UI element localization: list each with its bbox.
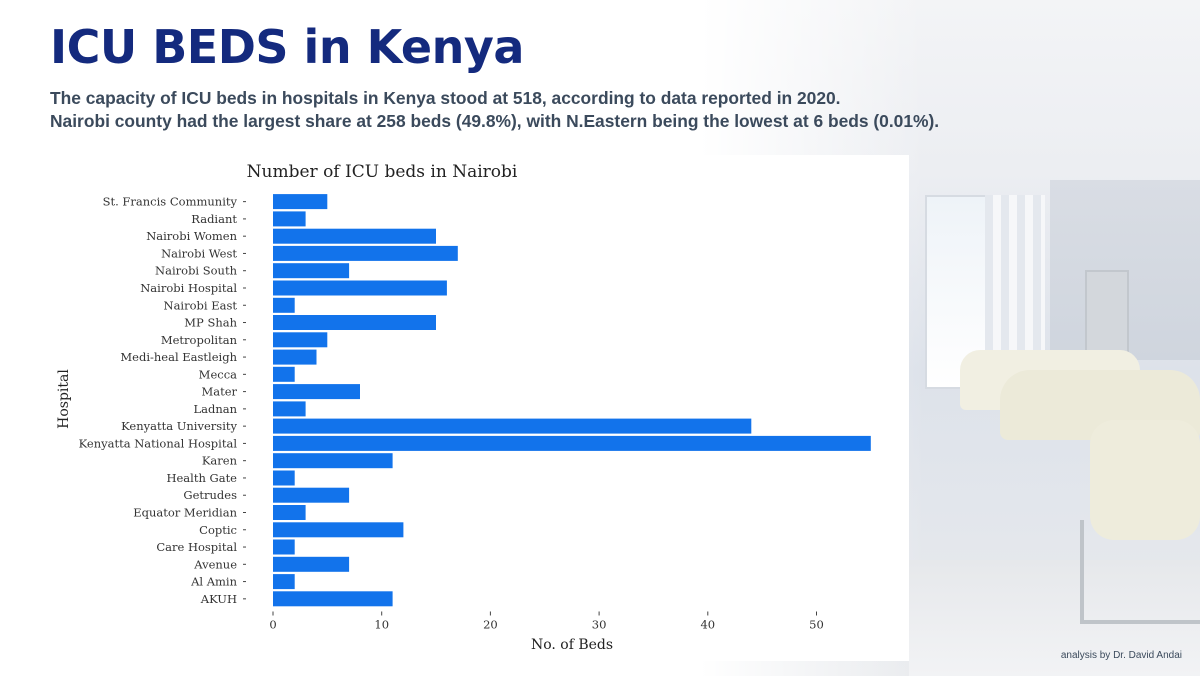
y-tick-label: Nairobi West (161, 246, 237, 260)
subtitle-line-2: Nairobi county had the largest share at … (50, 111, 940, 131)
bar (273, 194, 328, 210)
x-tick-label: 30 (592, 617, 607, 631)
bar (273, 315, 436, 330)
y-tick-label: Al Amin (190, 575, 238, 589)
y-tick-label: St. Francis Community (103, 195, 238, 209)
y-tick-label: Avenue (193, 557, 237, 571)
bar (273, 366, 295, 382)
y-tick-label: AKUH (200, 592, 237, 606)
y-tick-label: Medi-heal Eastleigh (120, 350, 237, 364)
x-tick-label: 20 (483, 617, 498, 631)
y-tick-label: Nairobi Women (146, 229, 237, 243)
background-bed-frame (1080, 520, 1200, 624)
bar (273, 574, 295, 590)
bar (273, 384, 360, 400)
bar (273, 556, 350, 572)
bar (273, 211, 306, 227)
y-tick-label: Kenyatta University (121, 419, 237, 433)
x-axis-label: No. of Beds (531, 637, 613, 653)
background-monitor-stand (1085, 270, 1129, 354)
x-tick-label: 10 (374, 617, 389, 631)
bar-chart: Number of ICU beds in Nairobi No. of Bed… (56, 162, 871, 653)
y-tick-label: Metropolitan (161, 333, 238, 347)
subtitle-line-1: The capacity of ICU beds in hospitals in… (50, 88, 841, 108)
bar (273, 401, 306, 417)
y-tick-label: Karen (202, 454, 238, 468)
background-floor (909, 560, 1200, 676)
plot-area: St. Francis Community Radiant Nairobi Wome… (79, 194, 871, 631)
y-tick-label: Nairobi Hospital (140, 281, 237, 295)
x-tick-label: 40 (700, 617, 715, 631)
bar (273, 418, 752, 434)
bar (273, 297, 295, 313)
bar (273, 470, 295, 486)
bar (273, 263, 350, 279)
y-tick-label: Getrudes (183, 488, 237, 502)
y-tick-label: Mecca (199, 367, 237, 381)
y-axis-label: Hospital (56, 369, 72, 429)
y-tick-label: Kenyatta National Hospital (79, 436, 238, 450)
credit-text: analysis by Dr. David Andai (1060, 650, 1182, 661)
y-tick-label: Radiant (191, 212, 237, 226)
y-tick-label: Coptic (199, 523, 237, 537)
y-tick-label: Ladnan (193, 402, 237, 416)
y-tick-label: MP Shah (184, 316, 237, 330)
bar (273, 453, 393, 469)
bar (273, 539, 295, 555)
chart-panel: Number of ICU beds in Nairobi No. of Bed… (50, 155, 909, 661)
bar (273, 280, 447, 296)
bar (273, 522, 404, 538)
bar (273, 332, 328, 348)
bar (273, 487, 350, 503)
bar (273, 228, 436, 244)
bar (273, 435, 871, 451)
y-tick-label: Nairobi South (155, 264, 238, 278)
bar (273, 349, 317, 365)
x-tick-label: 50 (809, 617, 824, 631)
bar (273, 591, 393, 607)
bar (273, 245, 458, 261)
page-title: ICU BEDS in Kenya (50, 20, 524, 74)
bar (273, 505, 306, 520)
chart-title: Number of ICU beds in Nairobi (247, 162, 518, 182)
y-tick-label: Nairobi East (164, 298, 238, 312)
y-tick-label: Equator Meridian (133, 505, 237, 519)
y-tick-label: Mater (201, 385, 237, 399)
y-tick-label: Health Gate (166, 471, 237, 485)
page-subtitle: The capacity of ICU beds in hospitals in… (50, 87, 1170, 133)
y-tick-label: Care Hospital (156, 540, 237, 554)
background-bed (1090, 420, 1200, 540)
x-tick-label: 0 (269, 617, 276, 631)
